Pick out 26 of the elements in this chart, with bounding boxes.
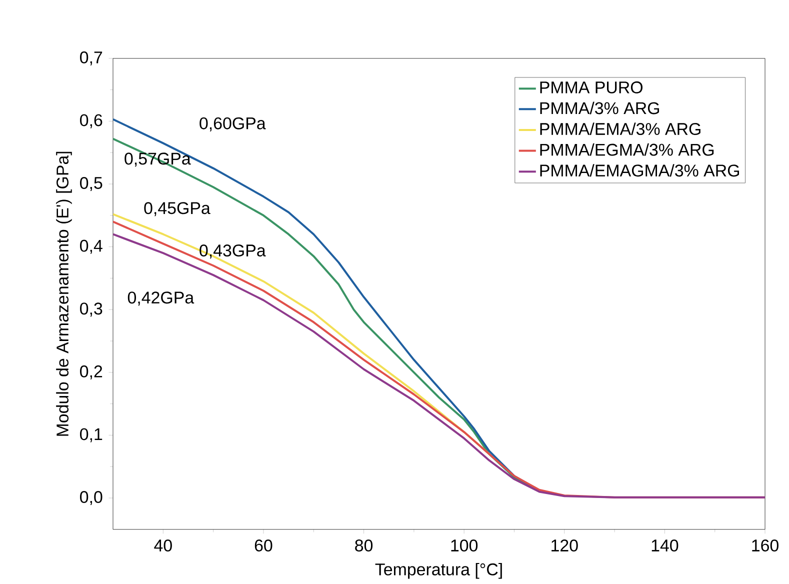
x-tick-label: 40: [154, 539, 172, 552]
legend-label: PMMA/EMA/3% ARG: [540, 122, 700, 135]
y-axis-title: Modulo de Armazenamento (E') [GPa]: [56, 152, 72, 436]
legend-label: PMMA PURO: [540, 81, 642, 94]
y-tick-label: 0,0: [80, 490, 102, 505]
y-tick-label: 0,7: [80, 51, 102, 66]
y-tick-label: 0,1: [80, 428, 102, 442]
x-tick-label: 120: [552, 539, 578, 552]
x-tick-label: 100: [451, 539, 478, 552]
legend-label: PMMA/EMAGMA/3% ARG: [540, 164, 739, 176]
annotation: 0,43GPa: [200, 244, 266, 258]
annotation: 0,60GPa: [200, 117, 266, 132]
x-tick-label: 80: [355, 539, 373, 552]
y-tick-label: 0,6: [80, 114, 102, 128]
x-axis-title: Temperatura [°C]: [375, 562, 502, 579]
y-tick-label: 0,4: [80, 240, 102, 254]
x-tick-label: 60: [254, 539, 272, 552]
y-tick-label: 0,3: [80, 302, 102, 316]
annotation: 0,45GPa: [144, 202, 210, 216]
x-tick-label: 140: [652, 539, 678, 552]
x-tick-label: 160: [752, 539, 778, 552]
legend-label: PMMA/3% ARG: [540, 102, 659, 114]
y-tick-label: 0,5: [80, 176, 102, 191]
y-tick-label: 0,2: [80, 365, 102, 380]
legend-label: PMMA/EGMA/3% ARG: [540, 143, 714, 156]
annotation: 0,42GPa: [128, 291, 194, 306]
